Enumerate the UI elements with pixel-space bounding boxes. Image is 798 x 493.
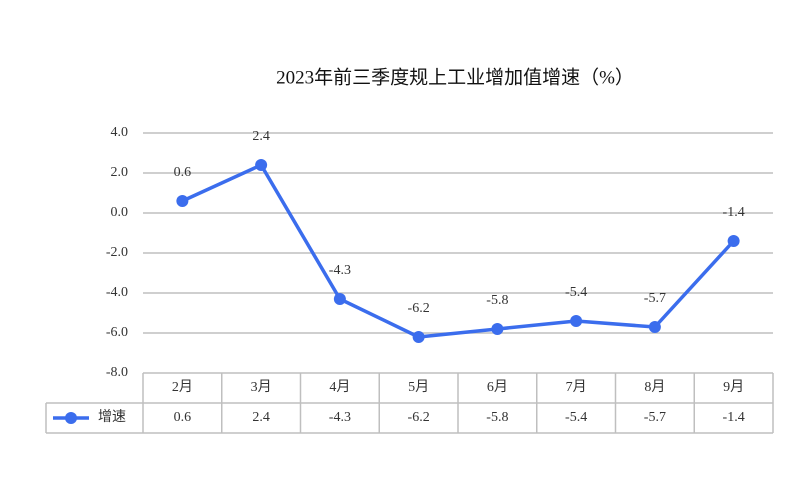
point <box>491 323 504 335</box>
point <box>727 235 740 247</box>
table-value: -5.8 <box>486 410 508 425</box>
data-label: -4.3 <box>329 263 351 278</box>
data-label: -6.2 <box>408 301 430 316</box>
point <box>412 331 425 343</box>
data-label: -5.4 <box>565 285 587 300</box>
table-value: -5.4 <box>565 410 587 425</box>
y-tick-label: 0.0 <box>111 205 129 220</box>
y-tick-label: -8.0 <box>106 365 128 380</box>
x-tick-label: 9月 <box>723 379 744 395</box>
point <box>648 321 661 333</box>
y-tick-label: 2.0 <box>111 165 129 180</box>
table-value: 2.4 <box>252 410 270 425</box>
x-tick-label: 7月 <box>566 379 587 395</box>
series-line <box>181 163 735 339</box>
point <box>176 195 189 207</box>
table-value: -1.4 <box>723 410 745 425</box>
table-value: -4.3 <box>329 410 351 425</box>
x-tick-label: 3月 <box>251 379 272 395</box>
point <box>333 293 346 305</box>
data-label: -5.7 <box>644 291 666 306</box>
legend-marker <box>65 412 77 424</box>
y-tick-label: -4.0 <box>106 285 128 300</box>
y-tick-label: -2.0 <box>106 245 128 260</box>
point <box>255 159 268 171</box>
x-tick-label: 4月 <box>329 379 350 395</box>
x-tick-label: 5月 <box>408 379 429 395</box>
x-tick-label: 8月 <box>644 379 665 395</box>
data-label: -1.4 <box>723 205 745 220</box>
data-label: 2.4 <box>252 129 270 144</box>
table-value: -6.2 <box>408 410 430 425</box>
y-tick-label: -6.0 <box>106 325 128 340</box>
x-tick-label: 2月 <box>172 379 193 395</box>
data-label: -5.8 <box>486 293 508 308</box>
chart-title: 2023年前三季度规上工业增加值增速（%） <box>276 66 634 88</box>
table-value: 0.6 <box>174 410 192 425</box>
point <box>570 315 583 327</box>
y-tick-label: 4.0 <box>111 125 129 140</box>
data-label: 0.6 <box>174 165 192 180</box>
x-tick-label: 6月 <box>487 379 508 395</box>
legend-label: 增速 <box>98 409 126 425</box>
table-value: -5.7 <box>644 410 666 425</box>
